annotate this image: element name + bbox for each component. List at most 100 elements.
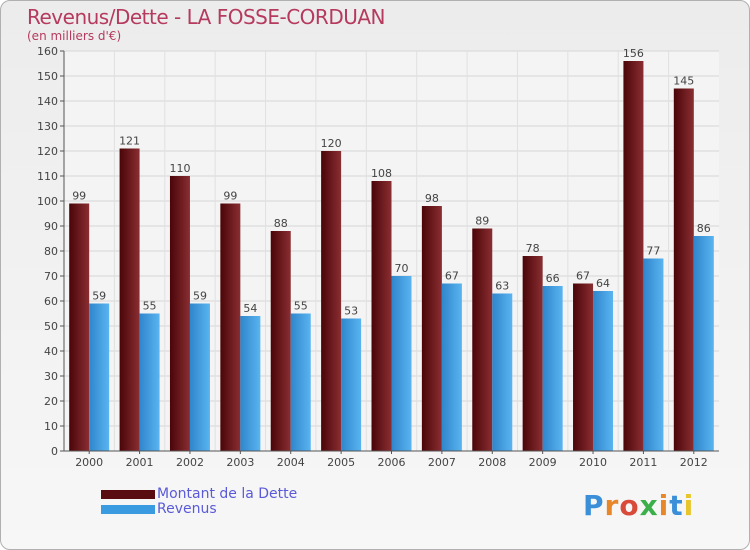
bar-revenus (441, 283, 462, 451)
data-label-revenus: 54 (243, 302, 257, 315)
data-label-dette: 121 (119, 135, 140, 148)
bar-revenus (492, 293, 513, 451)
bar-dette (421, 206, 442, 451)
proxiti-logo: Proxiti (583, 489, 694, 522)
bar-dette (169, 176, 190, 451)
data-label-revenus: 53 (344, 305, 358, 318)
x-tick-label: 2011 (629, 456, 657, 469)
bar-revenus (290, 313, 311, 451)
y-tick-label: 80 (44, 245, 58, 258)
data-label-dette: 99 (223, 190, 237, 203)
data-label-revenus: 70 (395, 262, 409, 275)
y-tick-label: 130 (37, 120, 58, 133)
chart-subtitle: (en milliers d'€) (27, 29, 122, 43)
bar-revenus (643, 258, 664, 451)
data-label-dette: 89 (475, 215, 489, 228)
data-label-dette: 145 (673, 75, 694, 88)
axes: 0 10 20 30 40 50 60 70 80 90 100 110 120 130 140 150 160… (37, 45, 719, 469)
x-tick-label: 2008 (478, 456, 506, 469)
x-tick-label: 2003 (226, 456, 254, 469)
bar-dette (119, 148, 140, 451)
bar-revenus (341, 318, 362, 451)
logo-letter: t (669, 489, 684, 522)
data-label-revenus: 86 (697, 222, 711, 235)
y-tick-label: 110 (37, 170, 58, 183)
data-label-dette: 108 (371, 167, 392, 180)
data-label-dette: 99 (72, 190, 86, 203)
bar-revenus (240, 316, 261, 451)
data-label-revenus: 63 (495, 280, 509, 293)
data-label-dette: 120 (321, 137, 342, 150)
y-tick-label: 160 (37, 45, 58, 58)
bar-dette (573, 283, 594, 451)
legend-item-debt: Montant de la Dette (101, 487, 297, 502)
bar-dette (472, 228, 493, 451)
legend-swatch-debt (101, 490, 155, 499)
x-tick-label: 2005 (327, 456, 355, 469)
bar-dette (623, 61, 644, 451)
x-tick-label: 2006 (378, 456, 406, 469)
data-label-revenus: 66 (546, 272, 560, 285)
x-tick-label: 2010 (579, 456, 607, 469)
x-tick-label: 2000 (75, 456, 103, 469)
x-tick-label: 2001 (126, 456, 154, 469)
bar-dette (371, 181, 392, 451)
bar-revenus (593, 291, 614, 451)
y-tick-label: 120 (37, 145, 58, 158)
logo-letter: x (639, 489, 659, 522)
y-tick-label: 140 (37, 95, 58, 108)
legend-label-revenus: Revenus (157, 501, 217, 517)
bar-dette (522, 256, 543, 451)
bar-revenus (189, 303, 210, 451)
chart-title: Revenus/Dette - LA FOSSE-CORDUAN (27, 5, 386, 29)
logo-letter: i (658, 489, 670, 522)
legend: Montant de la Dette Revenus (101, 487, 297, 517)
legend-label-debt: Montant de la Dette (157, 486, 298, 502)
data-label-revenus: 64 (596, 277, 610, 290)
data-label-revenus: 67 (445, 270, 459, 283)
data-label-dette: 98 (425, 192, 439, 205)
x-tick-label: 2004 (277, 456, 305, 469)
logo-letter: r (604, 489, 620, 522)
data-label-dette: 67 (576, 270, 590, 283)
y-tick-label: 70 (44, 270, 58, 283)
x-tick-label: 2002 (176, 456, 204, 469)
data-label-dette: 88 (274, 217, 288, 230)
data-label-dette: 156 (623, 47, 644, 60)
logo-letter: i (683, 489, 695, 522)
logo-letter: o (619, 489, 640, 522)
bar-dette (321, 151, 342, 451)
bar-dette (673, 88, 694, 451)
y-tick-label: 10 (44, 420, 58, 433)
logo-letter: P (583, 489, 605, 522)
bar-revenus (391, 276, 412, 451)
y-tick-label: 30 (44, 370, 58, 383)
bar-revenus (139, 313, 160, 451)
y-tick-label: 60 (44, 295, 58, 308)
data-label-revenus: 55 (143, 300, 157, 313)
bar-revenus (89, 303, 110, 451)
y-tick-label: 90 (44, 220, 58, 233)
x-tick-label: 2007 (428, 456, 456, 469)
x-tick-label: 2009 (529, 456, 557, 469)
data-label-revenus: 77 (646, 245, 660, 258)
bar-dette (69, 203, 90, 451)
x-tick-label: 2012 (680, 456, 708, 469)
y-tick-label: 20 (44, 395, 58, 408)
bar-dette (220, 203, 241, 451)
bars (69, 61, 714, 451)
y-tick-label: 40 (44, 345, 58, 358)
data-labels: 99 59 121 55 110 59 99 54 88 55 120 53 108 70 98 67 89 63… (72, 47, 711, 318)
data-label-revenus: 59 (193, 290, 207, 303)
legend-item-revenus: Revenus (101, 502, 297, 517)
y-tick-label: 150 (37, 70, 58, 83)
data-label-dette: 78 (526, 242, 540, 255)
bar-dette (270, 231, 291, 451)
data-label-revenus: 59 (92, 290, 106, 303)
y-tick-label: 0 (51, 445, 58, 458)
legend-swatch-revenus (101, 505, 155, 514)
y-tick-label: 50 (44, 320, 58, 333)
y-tick-label: 100 (37, 195, 58, 208)
